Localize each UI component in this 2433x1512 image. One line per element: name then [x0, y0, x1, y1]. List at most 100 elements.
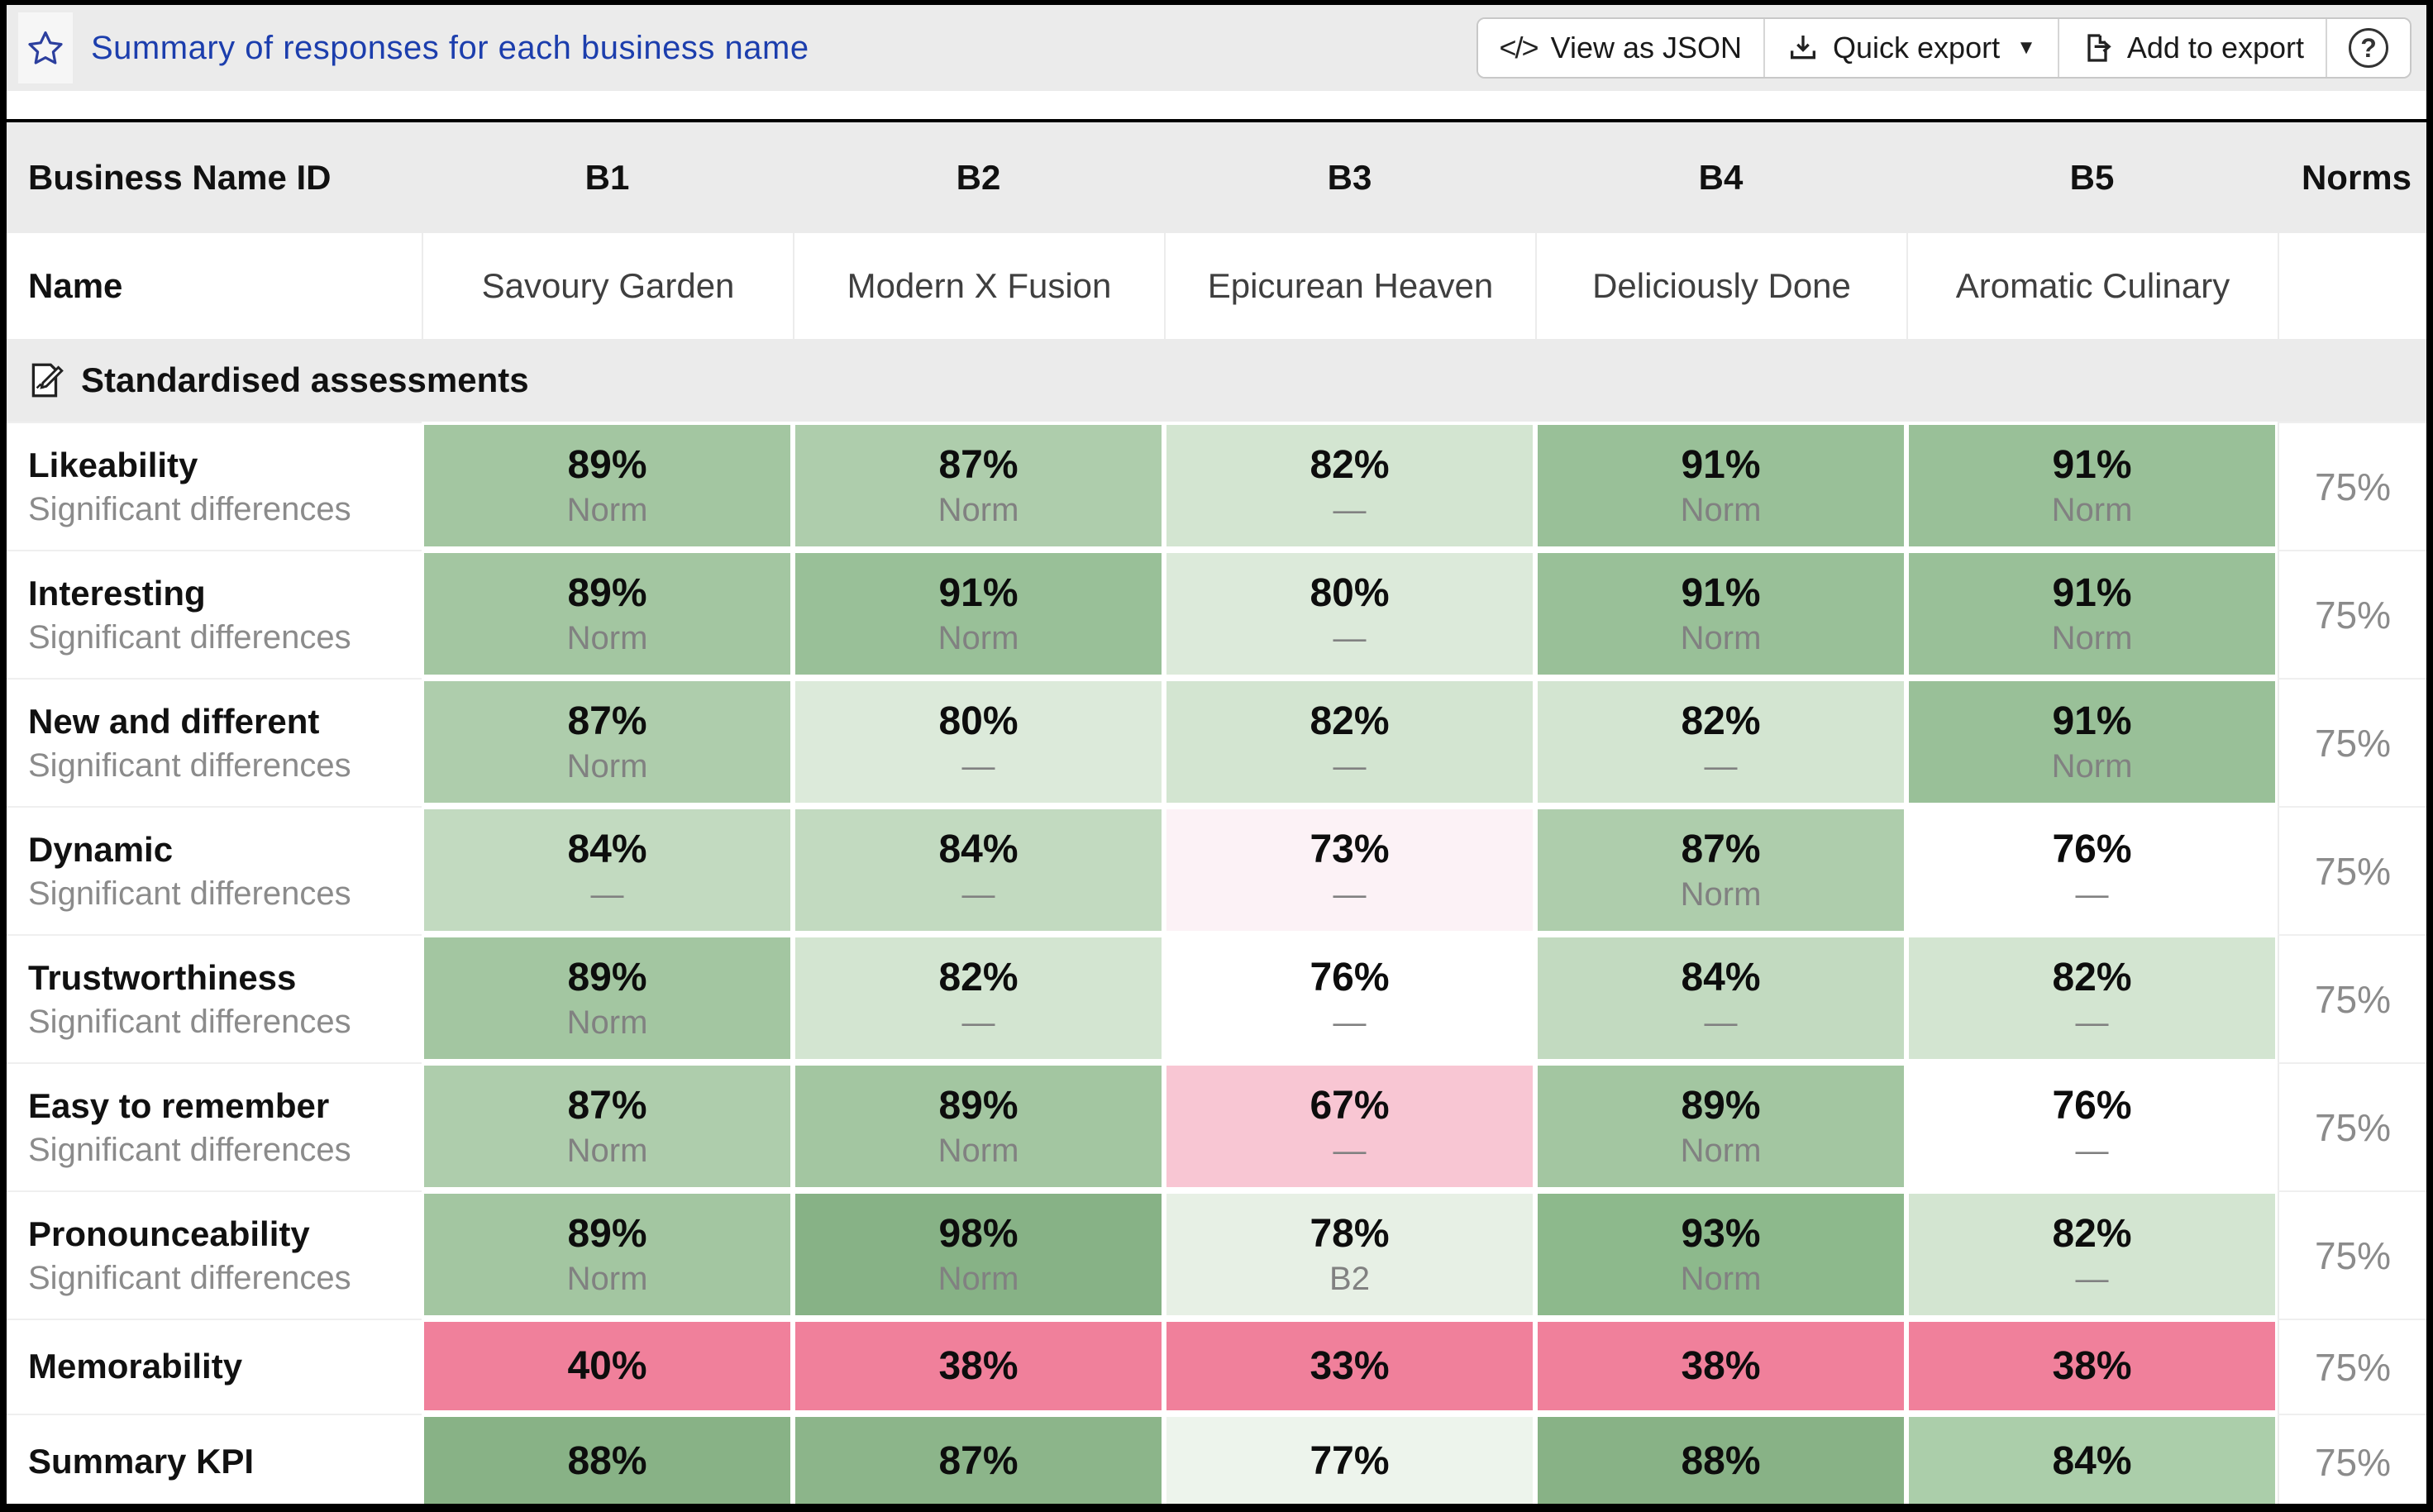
add-to-export-button[interactable]: Add to export [2057, 19, 2326, 77]
score-note: Norm [1680, 1260, 1762, 1297]
norm-value: 75% [2314, 1233, 2392, 1277]
row-label: Pronounceability [28, 1214, 310, 1254]
row-label-cell: Easy to remember Significant differences [7, 1062, 422, 1190]
score-value: 91% [2052, 570, 2132, 615]
row-sublabel: Significant differences [28, 490, 351, 527]
table-row: Likeability Significant differences 89% N… [7, 422, 2426, 550]
row-cells: 89% Norm 91% Norm 80% — 91% Norm 91% Norm [422, 550, 2278, 678]
row-sublabel: Significant differences [28, 746, 351, 784]
score-value: 89% [938, 1083, 1019, 1128]
score-cell: 82% — [1164, 422, 1535, 550]
score-note: Norm [2051, 491, 2133, 528]
score-cell: 80% — [793, 678, 1164, 806]
score-value: 78% [1310, 1211, 1390, 1256]
favorite-star-button[interactable] [18, 12, 73, 83]
norm-cell: 75% [2278, 1414, 2426, 1504]
score-cell: 76% — [1164, 934, 1535, 1062]
score-value: 33% [1310, 1343, 1390, 1388]
score-value: 76% [1310, 955, 1390, 999]
score-note: — [961, 1004, 995, 1041]
norm-value: 75% [2314, 849, 2392, 893]
header-col-b1: B1 [584, 158, 630, 197]
score-value: 38% [1681, 1343, 1761, 1388]
score-value: 67% [1310, 1083, 1390, 1128]
score-value: 76% [2052, 827, 2132, 871]
score-cell: 78% B2 [1164, 1190, 1535, 1319]
table-row: Trustworthiness Significant differences … [7, 934, 2426, 1062]
row-sublabel: Significant differences [28, 618, 351, 656]
score-value: 91% [1681, 442, 1761, 487]
download-icon [1791, 36, 1816, 60]
score-value: 89% [567, 955, 647, 999]
row-label-cell: Likeability Significant differences [7, 422, 422, 550]
score-cell: 80% — [1164, 550, 1535, 678]
score-note: — [1333, 875, 1367, 913]
score-cell: 76% — [1906, 806, 2278, 934]
score-value: 82% [1310, 699, 1390, 743]
score-cell: 89% Norm [422, 1190, 793, 1319]
business-names-table: Business Name ID B1 B2 B3 B4 B5 Norms Na… [7, 119, 2426, 1504]
score-note: Norm [566, 1132, 648, 1169]
score-note: — [1333, 491, 1367, 528]
score-cell: 87% Norm [1535, 806, 1906, 934]
score-value: 80% [1310, 570, 1390, 615]
score-cell: 93% Norm [1535, 1190, 1906, 1319]
table-row: Interesting Significant differences 89% N… [7, 550, 2426, 678]
score-value: 91% [2052, 442, 2132, 487]
score-note: Norm [566, 1004, 648, 1041]
norm-cell: 75% [2278, 1062, 2426, 1190]
help-icon: ? [2349, 28, 2388, 68]
score-value: 93% [1681, 1211, 1761, 1256]
score-value: 38% [2052, 1343, 2132, 1388]
add-to-export-icon [2087, 34, 2111, 62]
score-cell: 89% Norm [422, 934, 793, 1062]
table-row: Pronounceability Significant differences… [7, 1190, 2426, 1319]
score-cell: 89% Norm [422, 422, 793, 550]
score-note: Norm [1680, 619, 1762, 656]
business-name-b1: Savoury Garden [422, 233, 793, 339]
score-cell: 91% Norm [1535, 422, 1906, 550]
view-as-json-button[interactable]: </> View as JSON [1477, 19, 1764, 77]
row-sublabel: Significant differences [28, 1003, 351, 1040]
score-note: Norm [1680, 875, 1762, 913]
table-row: Dynamic Significant differences 84% — 84% —… [7, 806, 2426, 934]
score-value: 38% [938, 1343, 1019, 1388]
score-note: — [2075, 1132, 2109, 1169]
score-cell: 40% [422, 1319, 793, 1414]
score-note: — [1704, 747, 1738, 785]
page-title[interactable]: Summary of responses for each business n… [91, 29, 809, 66]
norm-value: 75% [2314, 465, 2392, 508]
quick-export-button[interactable]: Quick export ▼ [1763, 19, 2058, 77]
table-header-row: Business Name ID B1 B2 B3 B4 B5 Norms [7, 122, 2426, 233]
norm-cell: 75% [2278, 1190, 2426, 1319]
score-cell: 82% — [1535, 678, 1906, 806]
score-value: 40% [567, 1343, 647, 1388]
score-cell: 73% — [1164, 806, 1535, 934]
score-value: 87% [938, 1438, 1019, 1483]
score-cell: 33% [1164, 1319, 1535, 1414]
score-note: Norm [1680, 491, 1762, 528]
header-business-name-id: Business Name ID [28, 158, 332, 197]
row-label: Easy to remember [28, 1086, 330, 1126]
score-cell: 89% Norm [422, 550, 793, 678]
score-note: Norm [937, 1260, 1019, 1297]
score-note: Norm [937, 491, 1019, 528]
row-label-cell: Memorability [7, 1319, 422, 1414]
score-cell: 84% [1906, 1414, 2278, 1504]
score-cell: 67% — [1164, 1062, 1535, 1190]
table-row: New and different Significant difference… [7, 678, 2426, 806]
score-note: Norm [2051, 747, 2133, 785]
help-button[interactable]: ? [2326, 19, 2410, 77]
score-value: 89% [567, 442, 647, 487]
quick-export-label: Quick export [1833, 31, 2001, 64]
score-value: 89% [567, 570, 647, 615]
score-value: 82% [1310, 442, 1390, 487]
score-cell: 91% Norm [1906, 422, 2278, 550]
row-cells: 87% Norm 80% — 82% — 82% — 91% Norm [422, 678, 2278, 806]
score-note: Norm [566, 1260, 648, 1297]
score-value: 77% [1310, 1438, 1390, 1483]
score-cell: 82% — [793, 934, 1164, 1062]
name-row: Name Savoury Garden Modern X Fusion Epic… [7, 233, 2426, 339]
row-label: Likeability [28, 446, 198, 485]
